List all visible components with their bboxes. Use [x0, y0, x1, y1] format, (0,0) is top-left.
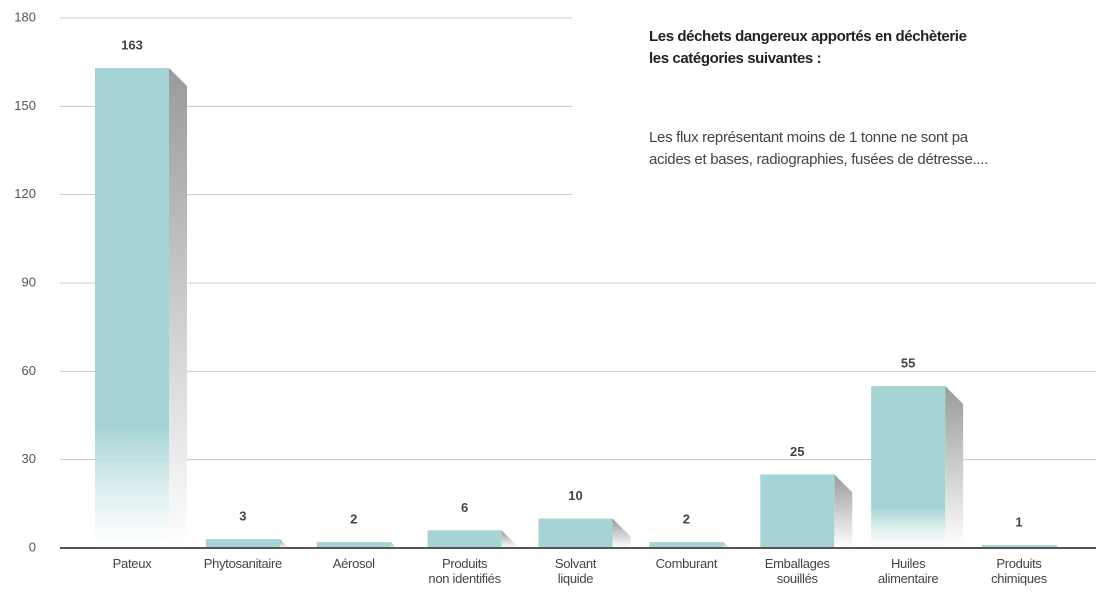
value-label: 6: [461, 500, 468, 515]
value-label: 2: [683, 512, 690, 527]
bar: [871, 386, 946, 548]
bar-shadow: [390, 542, 397, 548]
y-tick-label: 30: [22, 451, 36, 466]
note-title: Les déchets dangereux apportés en déchèt…: [649, 28, 967, 67]
y-tick-label: 90: [22, 274, 36, 289]
bar: [760, 474, 835, 548]
bar-shadow: [169, 68, 187, 549]
bar: [205, 539, 280, 548]
x-tick-label: Phytosanitaire: [203, 556, 282, 571]
x-tick-label: Produits chimiques: [991, 556, 1047, 586]
y-tick-label: 60: [22, 363, 36, 378]
value-label: 55: [901, 355, 915, 370]
value-label: 163: [121, 37, 143, 52]
note-body: Les flux représentant moins de 1 tonne n…: [649, 129, 989, 168]
y-tick-label: 0: [29, 539, 36, 554]
bar: [95, 68, 169, 549]
bar-shadow: [723, 542, 730, 548]
bar-shadow: [501, 530, 520, 548]
value-label: 25: [790, 444, 804, 459]
bar: [982, 545, 1056, 548]
bar: [316, 542, 391, 548]
bar-shadow: [834, 474, 853, 548]
x-tick-label: Produits non identifiés: [428, 556, 501, 586]
value-label: 10: [568, 488, 582, 503]
bar: [649, 542, 724, 548]
bar: [538, 518, 613, 548]
x-tick-label: Pateux: [112, 556, 152, 571]
value-label: 2: [350, 512, 357, 527]
x-tick-label: Emballages souillés: [764, 556, 830, 586]
bar-shadow: [945, 386, 964, 548]
value-label: 1: [1015, 514, 1022, 529]
value-label: 3: [239, 509, 246, 524]
y-tick-label: 180: [14, 9, 36, 24]
y-tick-label: 150: [14, 98, 36, 113]
bar: [427, 530, 502, 548]
x-tick-label: Aérosol: [332, 556, 375, 571]
bar-shadow: [279, 539, 289, 548]
bar-shadow: [612, 518, 631, 548]
y-tick-label: 120: [14, 186, 36, 201]
x-tick-label: Huiles alimentaire: [877, 556, 939, 586]
x-tick-label: Comburant: [655, 556, 718, 571]
x-tick-label: Solvant liquide: [554, 556, 597, 586]
